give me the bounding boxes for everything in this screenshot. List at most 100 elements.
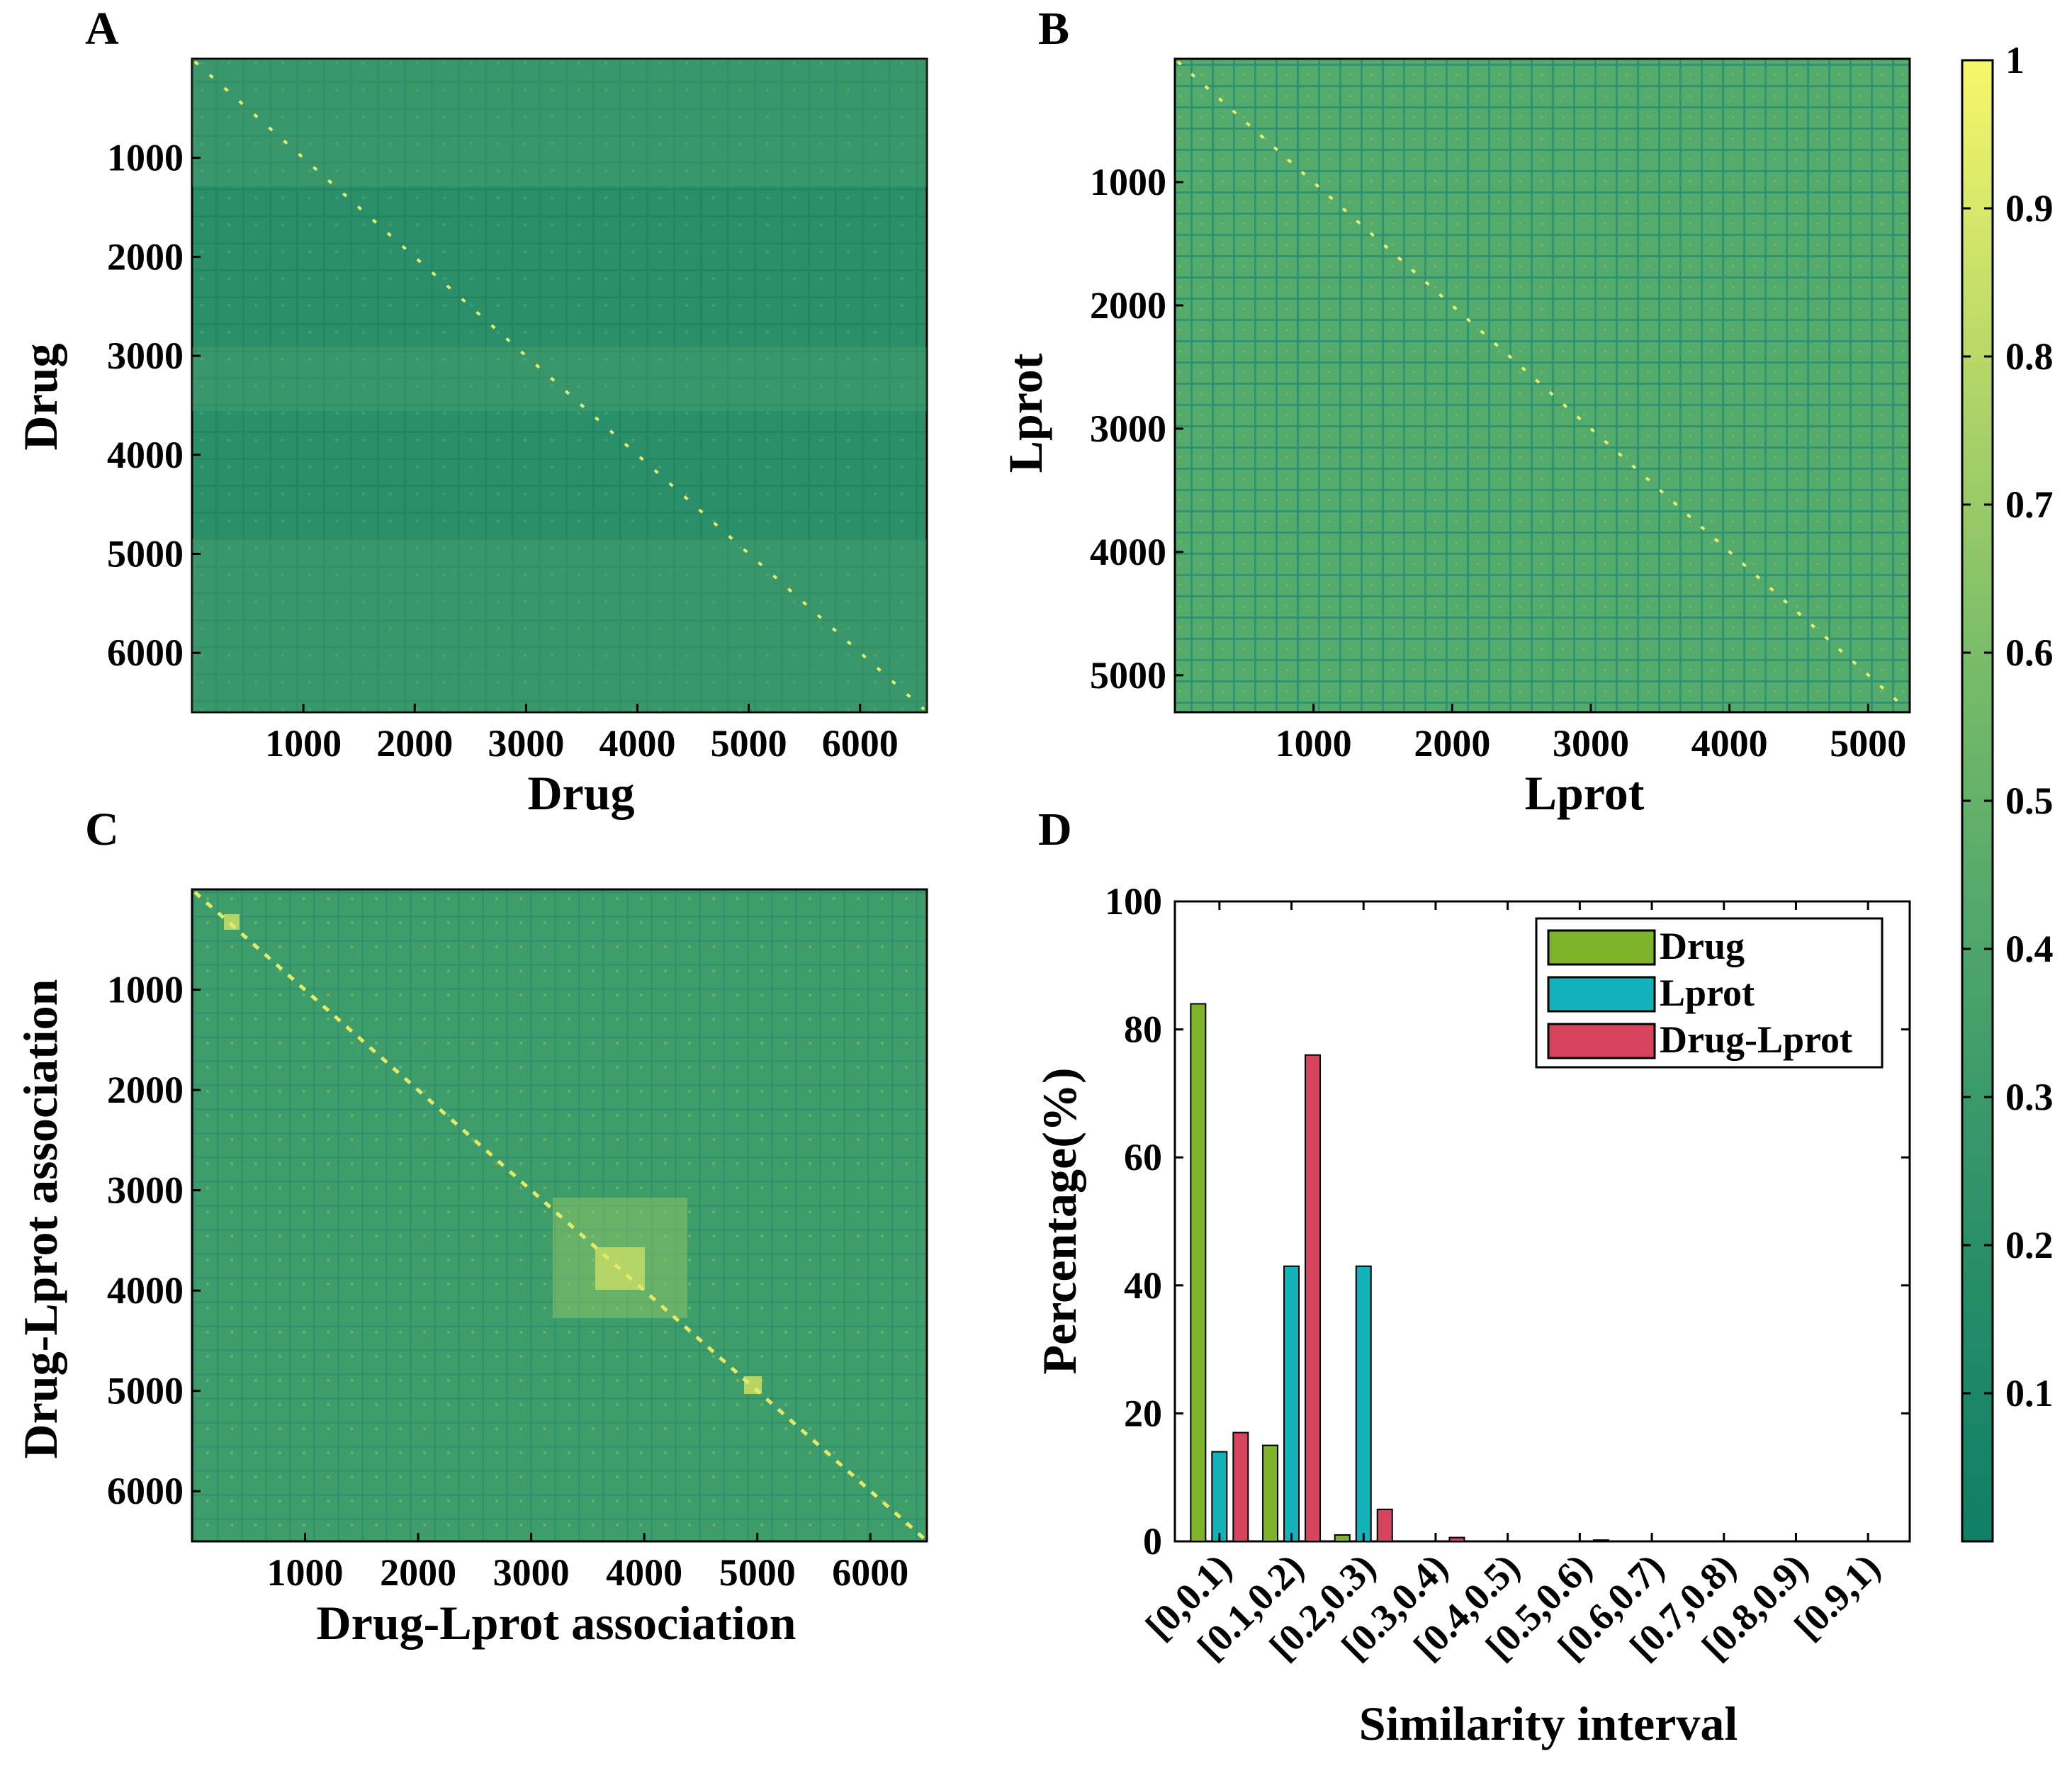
- bar-drug-lprot-0: [1232, 1432, 1249, 1542]
- heatmap-a-ytick-label: 4000: [107, 434, 184, 476]
- heatmap-b-xticks: 1000 2000 3000 4000 5000: [1276, 704, 1906, 765]
- colorbar-tick-label: 0.7: [2005, 483, 2054, 526]
- heatmap-c: 1000 2000 3000 4000 5000 6000 1000 2000 3000 400…: [13, 888, 928, 1650]
- bar-drug-2: [1334, 1534, 1351, 1542]
- heatmap-a-ylabel: Drug: [13, 343, 67, 450]
- heatmap-c-ytick-label: 2000: [107, 1069, 184, 1111]
- heatmap-a-xtick-label: 6000: [822, 722, 899, 765]
- heatmap-a-ytick-label: 3000: [107, 334, 184, 377]
- heatmap-c-ytick-label: 3000: [107, 1169, 184, 1212]
- bar-chart-d-ylabel: Percentage(%): [1032, 1068, 1086, 1375]
- heatmap-b-xtick-label: 2000: [1414, 722, 1490, 765]
- heatmap-c-ytick-label: 4000: [107, 1269, 184, 1312]
- bar-chart-d-ytick-label: 80: [1124, 1008, 1162, 1051]
- heatmap-c-xtick-label: 4000: [606, 1551, 682, 1594]
- bar-drug-0: [1190, 1003, 1207, 1542]
- heatmap-a-xtick-label: 2000: [376, 722, 453, 765]
- colorbar: 1 0.9 0.8 0.7 0.6 0.5 0.4 0.3 0.2 0.1: [1961, 39, 2054, 1543]
- heatmap-c-ytick-label: 5000: [107, 1370, 184, 1412]
- heatmap-a-yticks: 1000 2000 3000 4000 5000 6000: [107, 137, 201, 674]
- heatmap-a-xtick-label: 4000: [599, 722, 675, 765]
- heatmap-a-ytick-label: 2000: [107, 235, 184, 278]
- heatmap-c-xtick-label: 6000: [832, 1551, 908, 1594]
- bar-drug-lprot-2: [1376, 1508, 1393, 1543]
- colorbar-tick-label: 0.8: [2005, 335, 2054, 378]
- heatmap-b: 1000 2000 3000 4000 5000 1000 2000 3000 4000 500…: [998, 57, 1911, 820]
- colorbar-tick-label: 0.4: [2005, 928, 2054, 970]
- bar-chart-d-ytick-label: 40: [1124, 1264, 1162, 1307]
- heatmap-b-ytick-label: 2000: [1090, 284, 1166, 327]
- colorbar-tick-label: 0.6: [2005, 631, 2054, 674]
- heatmap-b-ylabel: Lprot: [998, 353, 1052, 473]
- heatmap-c-ytick-label: 6000: [107, 1470, 184, 1512]
- legend-label-drug: Drug: [1660, 925, 1745, 967]
- heatmap-c-block: [224, 914, 240, 930]
- heatmap-b-plot: [1173, 57, 1911, 714]
- heatmap-b-xtick-label: 4000: [1691, 722, 1768, 765]
- heatmap-a-xlabel: Drug: [527, 766, 634, 820]
- heatmap-b-xtick-label: 1000: [1276, 722, 1352, 765]
- bar-chart-d-bars: [1190, 1003, 1609, 1543]
- legend-label-lprot: Lprot: [1660, 972, 1755, 1014]
- colorbar-tick-label: 1: [2005, 39, 2025, 81]
- bar-drug-lprot-5: [1592, 1539, 1609, 1543]
- heatmap-c-yticks: 1000 2000 3000 4000 5000 6000: [107, 969, 201, 1512]
- heatmap-b-ytick-label: 5000: [1090, 654, 1166, 697]
- heatmap-b-xtick-label: 3000: [1553, 722, 1629, 765]
- heatmap-b-yticks: 1000 2000 3000 4000 5000: [1090, 161, 1183, 697]
- colorbar-ticks: 1 0.9 0.8 0.7 0.6 0.5 0.4 0.3 0.2 0.1: [1962, 39, 2054, 1415]
- heatmap-a-xtick-label: 1000: [265, 722, 342, 765]
- heatmap-a: 1000 2000 3000 4000 5000 6000 1000 2000 3000 400…: [13, 57, 928, 820]
- heatmap-a-diagonal: [193, 60, 925, 711]
- panel-label-b: B: [1038, 3, 1069, 55]
- heatmap-c-ytick-label: 1000: [107, 969, 184, 1011]
- heatmap-a-ytick-label: 5000: [107, 532, 184, 575]
- panel-label-a: A: [85, 3, 119, 55]
- bar-chart-d-ytick-label: 60: [1124, 1136, 1162, 1179]
- bar-chart-d-xlabel: Similarity interval: [1359, 1697, 1738, 1750]
- heatmap-a-band: [192, 347, 927, 411]
- colorbar-tick-label: 0.5: [2005, 780, 2054, 822]
- bar-lprot-0: [1211, 1451, 1228, 1543]
- heatmap-c-diagonal: [193, 891, 925, 1540]
- bar-lprot-2: [1355, 1265, 1372, 1542]
- legend-label-drug-lprot: Drug-Lprot: [1660, 1018, 1852, 1061]
- bar-lprot-1: [1283, 1265, 1300, 1542]
- heatmap-c-xlabel: Drug-Lprot association: [317, 1596, 796, 1650]
- colorbar-tick-label: 0.3: [2005, 1076, 2054, 1118]
- heatmap-a-ytick-label: 1000: [107, 137, 184, 179]
- colorbar-tick-label: 0.9: [2005, 187, 2054, 230]
- heatmap-c-xtick-label: 2000: [380, 1551, 456, 1594]
- heatmap-a-xtick-label: 3000: [488, 722, 564, 765]
- heatmap-b-diagonal: [1176, 60, 1908, 711]
- legend-swatch-lprot: [1547, 976, 1656, 1013]
- bar-chart-d-ytick-label: 0: [1143, 1520, 1162, 1563]
- legend-swatch-drug-lprot: [1547, 1023, 1656, 1059]
- heatmap-b-xlabel: Lprot: [1525, 766, 1645, 820]
- bar-drug-lprot-3: [1448, 1536, 1465, 1543]
- legend-swatch-drug: [1547, 929, 1656, 966]
- heatmap-b-xtick-label: 5000: [1830, 722, 1906, 765]
- panel-label-d: D: [1038, 804, 1072, 855]
- bar-chart-d-ytick-label: 100: [1105, 880, 1162, 923]
- bar-chart-d-yticks: 0 20 40 60 80 100: [1105, 880, 1910, 1563]
- heatmap-c-xticks: 1000 2000 3000 4000 5000 6000: [267, 1533, 908, 1594]
- panel-label-c: C: [85, 804, 119, 855]
- heatmap-c-xtick-label: 3000: [493, 1551, 570, 1594]
- heatmap-b-ytick-label: 3000: [1090, 407, 1166, 450]
- bar-drug-1: [1262, 1444, 1279, 1543]
- bar-drug-lprot-1: [1305, 1054, 1322, 1542]
- heatmap-c-xtick-label: 1000: [267, 1551, 344, 1594]
- heatmap-b-ytick-label: 1000: [1090, 161, 1166, 203]
- bar-chart-d-ytick-label: 20: [1124, 1392, 1162, 1434]
- heatmap-a-ytick-label: 6000: [107, 631, 184, 674]
- colorbar-tick-label: 0.1: [2005, 1372, 2054, 1415]
- heatmap-a-xtick-label: 5000: [711, 722, 787, 765]
- heatmap-c-xtick-label: 5000: [719, 1551, 796, 1594]
- heatmap-a-band: [192, 539, 927, 712]
- heatmap-c-ylabel: Drug-Lprot association: [13, 979, 67, 1459]
